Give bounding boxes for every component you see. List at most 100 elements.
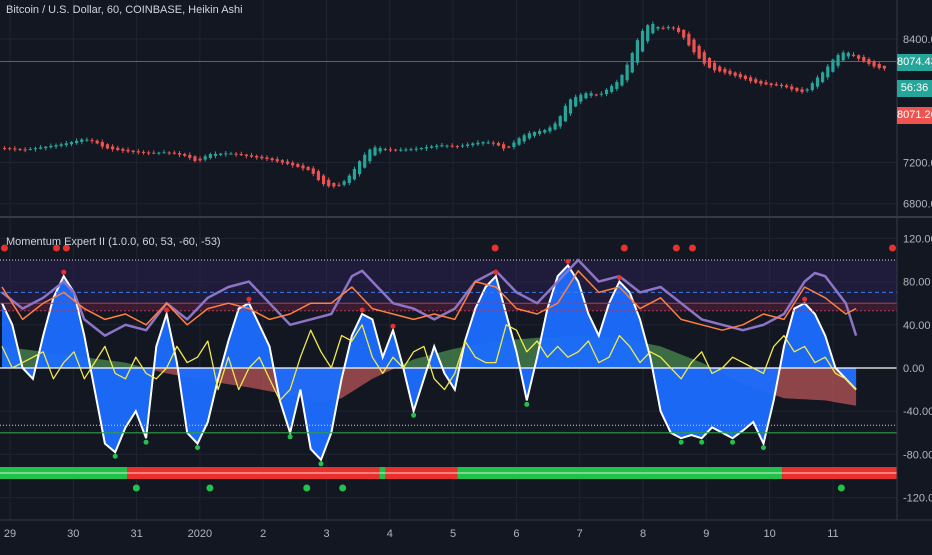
candle-body [646, 25, 650, 42]
candle-body [440, 145, 444, 147]
indicator-tick-label: -80.00 [903, 449, 932, 461]
trough-marker [112, 453, 118, 459]
candle-body [419, 147, 423, 150]
candle-body [692, 39, 696, 53]
trough-marker [287, 434, 293, 440]
candle-body [327, 179, 331, 187]
candle-body [188, 154, 192, 158]
candle-body [177, 153, 182, 155]
candle-body [239, 154, 243, 156]
candle-body [54, 145, 58, 147]
bar-countdown-tag: 56:36 [897, 80, 932, 97]
candle-body [630, 53, 634, 73]
candle-body [671, 27, 676, 29]
trough-marker [678, 439, 684, 445]
candle-body [599, 93, 603, 95]
candle-body [435, 145, 439, 148]
candle-body [424, 147, 429, 149]
candle-body [558, 116, 562, 127]
candle-body [604, 89, 609, 95]
candle-body [275, 159, 279, 162]
candle-body [49, 145, 53, 148]
trough-marker [730, 439, 736, 445]
candle-body [95, 140, 99, 144]
candle-body [363, 154, 367, 168]
candle-body [126, 149, 130, 152]
candle-body [800, 89, 804, 92]
indicator-header: Momentum Expert II (1.0.0, 60, 53, -60, … [6, 236, 221, 248]
candle-body [661, 27, 665, 29]
candle-body [291, 162, 295, 166]
time-tick-label: 3 [323, 528, 329, 540]
candle-body [748, 77, 753, 82]
candle-body [466, 144, 470, 146]
candle-body [522, 135, 526, 142]
candle-body [23, 149, 27, 151]
indicator-tick-label: 80.00 [903, 277, 931, 289]
candle-body [532, 132, 537, 136]
candle-body [733, 72, 737, 76]
candle-body [882, 65, 886, 69]
last-price-tag: 8074.43 [897, 54, 932, 71]
candle-body [33, 148, 38, 150]
trough-marker [318, 461, 324, 467]
candle-body [167, 152, 171, 154]
trough-marker [411, 412, 417, 418]
candle-body [44, 146, 48, 149]
candle-body [13, 148, 17, 150]
time-tick-label: 30 [67, 528, 79, 540]
candle-body [620, 74, 624, 86]
sell-signal-dot [889, 244, 897, 252]
candle-body [754, 79, 758, 83]
time-tick-label: 5 [450, 528, 456, 540]
candle-body [445, 145, 449, 147]
candle-body [862, 57, 866, 62]
candle-body [378, 148, 382, 152]
candle-body [712, 62, 717, 71]
peak-marker [616, 275, 622, 281]
candle-body [697, 45, 701, 59]
candle-body [805, 89, 809, 91]
candle-body [553, 123, 557, 130]
sell-signal-dot [53, 244, 61, 252]
candle-body [846, 52, 850, 57]
candle-body [193, 156, 197, 161]
candle-body [795, 87, 799, 91]
candle-body [815, 77, 820, 87]
candle-body [507, 146, 511, 148]
time-tick-label: 4 [387, 528, 393, 540]
candle-body [615, 82, 619, 89]
price-tick-label: 7200.00 [903, 158, 932, 170]
trough-marker [195, 445, 201, 451]
candle-body [234, 153, 238, 155]
candle-body [255, 155, 259, 158]
candle-body [759, 80, 763, 84]
candle-body [723, 68, 727, 73]
candle-body [373, 147, 377, 156]
candle-body [301, 165, 305, 169]
candle-body [183, 153, 187, 156]
candle-body [270, 158, 274, 161]
candle-body [831, 59, 835, 72]
indicator-tick-label: 40.00 [903, 320, 931, 332]
candle-body [311, 168, 315, 174]
candle-body [610, 85, 614, 92]
candle-body [249, 155, 254, 157]
indicator-tick-label: 0.00 [903, 363, 924, 375]
candle-body [702, 52, 706, 64]
purple-line [1, 258, 858, 337]
candle-body [568, 99, 573, 114]
candle-body [157, 152, 161, 154]
indicator-pane [0, 244, 897, 492]
time-tick-label: 11 [827, 528, 838, 540]
candle-body [826, 66, 830, 78]
peak-marker [246, 296, 252, 302]
candle-body [430, 146, 434, 148]
candle-body [527, 133, 531, 139]
candle-body [352, 168, 357, 180]
candle-body [38, 147, 43, 149]
candle-body [476, 142, 480, 145]
trough-marker [524, 401, 530, 407]
